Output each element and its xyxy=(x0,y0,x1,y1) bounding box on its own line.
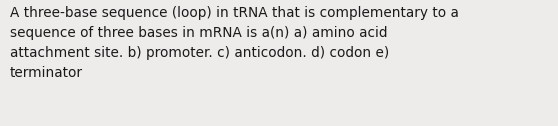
Text: A three-base sequence (loop) in tRNA that is complementary to a
sequence of thre: A three-base sequence (loop) in tRNA tha… xyxy=(10,6,459,80)
